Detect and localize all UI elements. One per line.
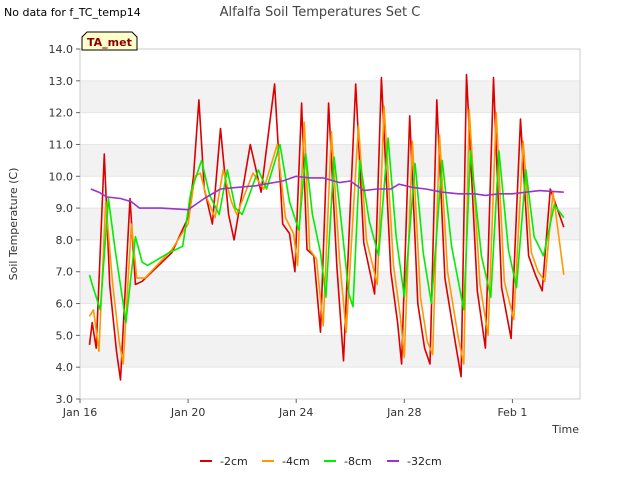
x-tick-label: Feb 1 <box>497 406 527 419</box>
y-axis-ticks: 3.0 4.0 5.0 6.0 7.0 8.0 9.0 10.0 11.0 12.0 13.0 14.… <box>49 43 80 406</box>
y-tick-label: 8.0 <box>56 234 74 247</box>
series-line-neg2cm <box>88 73 565 381</box>
y-tick-label: 3.0 <box>56 393 74 406</box>
background-band <box>80 80 580 113</box>
x-tick-label: Jan 16 <box>62 406 97 419</box>
x-axis-ticks: Jan 16 Jan 20 Jan 24 Jan 28 Feb 1 <box>62 399 527 419</box>
legend-label: -8cm <box>344 455 372 468</box>
series-layer <box>88 73 565 381</box>
series-line-neg8cm <box>88 137 565 324</box>
y-axis-label: Soil Temperature (C) <box>7 168 20 281</box>
x-axis-label: Time <box>551 423 579 436</box>
y-tick-label: 5.0 <box>56 329 74 342</box>
badge-text: TA_met <box>87 36 132 49</box>
no-data-note: No data for f_TC_temp14 <box>4 6 141 19</box>
legend-label: -32cm <box>407 455 442 468</box>
background-band <box>80 335 580 368</box>
site-badge: TA_met <box>81 31 138 51</box>
y-tick-label: 14.0 <box>49 43 74 56</box>
y-tick-label: 13.0 <box>49 75 74 88</box>
x-tick-label: Jan 28 <box>386 406 421 419</box>
chart-title: Alfalfa Soil Temperatures Set C <box>220 5 421 20</box>
legend: -2cm -4cm -8cm -32cm <box>200 455 442 468</box>
y-tick-label: 4.0 <box>56 361 74 374</box>
legend-label: -2cm <box>220 455 248 468</box>
legend-label: -4cm <box>282 455 310 468</box>
y-tick-label: 12.0 <box>49 107 74 120</box>
y-tick-label: 6.0 <box>56 298 74 311</box>
y-tick-label: 10.0 <box>49 170 74 183</box>
background-band <box>80 271 580 304</box>
y-tick-label: 9.0 <box>56 202 74 215</box>
y-tick-label: 7.0 <box>56 266 74 279</box>
plot-frame <box>79 48 581 400</box>
x-tick-label: Jan 20 <box>170 406 205 419</box>
series-line-neg4cm <box>88 105 565 365</box>
badge-shape <box>81 31 138 51</box>
y-tick-label: 11.0 <box>49 138 74 151</box>
x-tick-label: Jan 24 <box>278 406 313 419</box>
series-line-neg32cm <box>90 175 564 211</box>
